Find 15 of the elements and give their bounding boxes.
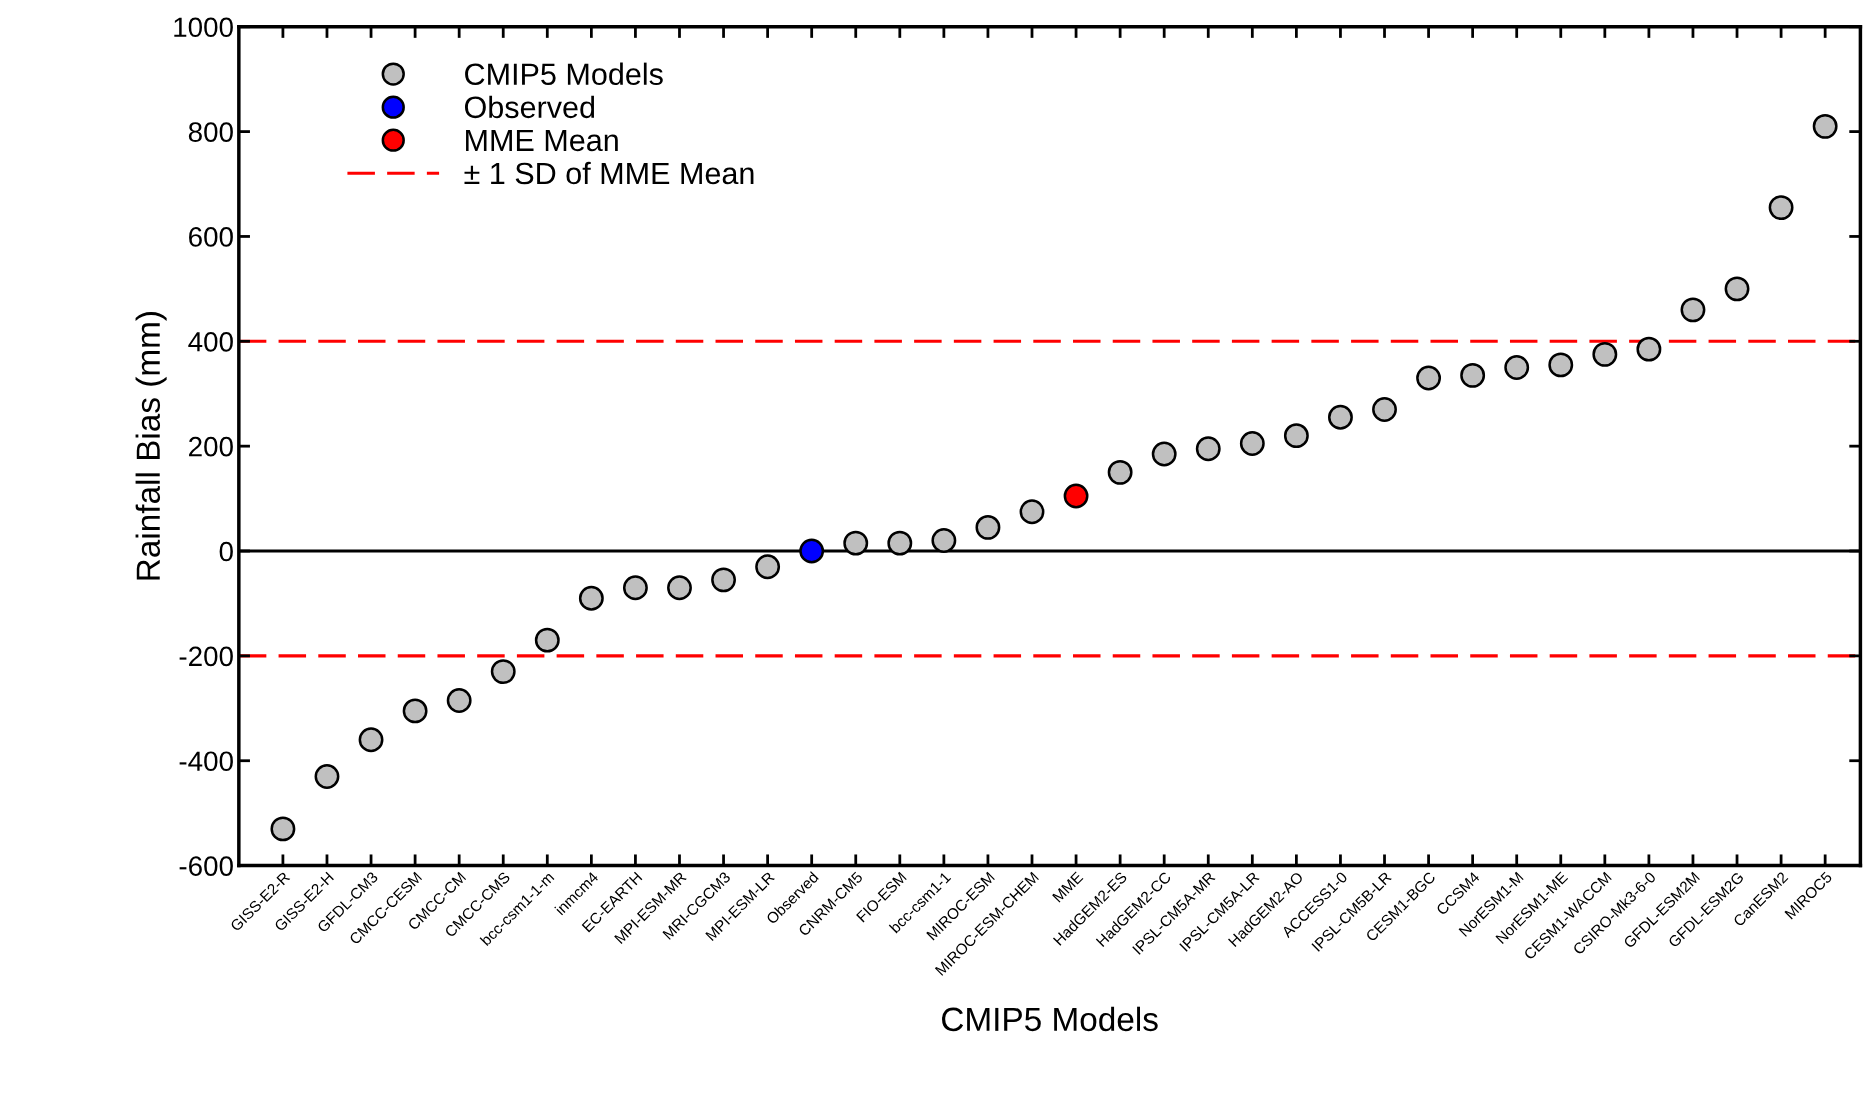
y-tick-label: 200 — [189, 436, 233, 457]
y-axis-title: Rainfall Bias (mm) — [135, 312, 167, 580]
legend-label: Observed — [464, 95, 595, 119]
legend-label: CMIP5 Models — [465, 62, 663, 86]
y-tick-label: 400 — [188, 331, 233, 352]
y-tick-label: 800 — [188, 122, 233, 142]
y-tick-label: 600 — [189, 227, 233, 247]
y-tick-label: 1000 — [174, 17, 233, 38]
legend-label: MME Mean — [466, 129, 618, 152]
x-axis-title: CMIP5 Models — [942, 1006, 1158, 1032]
legend-label: ± 1 SD of MME Mean — [464, 161, 754, 185]
y-tick-label: 0 — [219, 541, 233, 562]
y-tick-label: -400 — [179, 751, 233, 772]
y-tick-label: -600 — [179, 856, 233, 876]
y-tick-label: -200 — [179, 646, 233, 667]
